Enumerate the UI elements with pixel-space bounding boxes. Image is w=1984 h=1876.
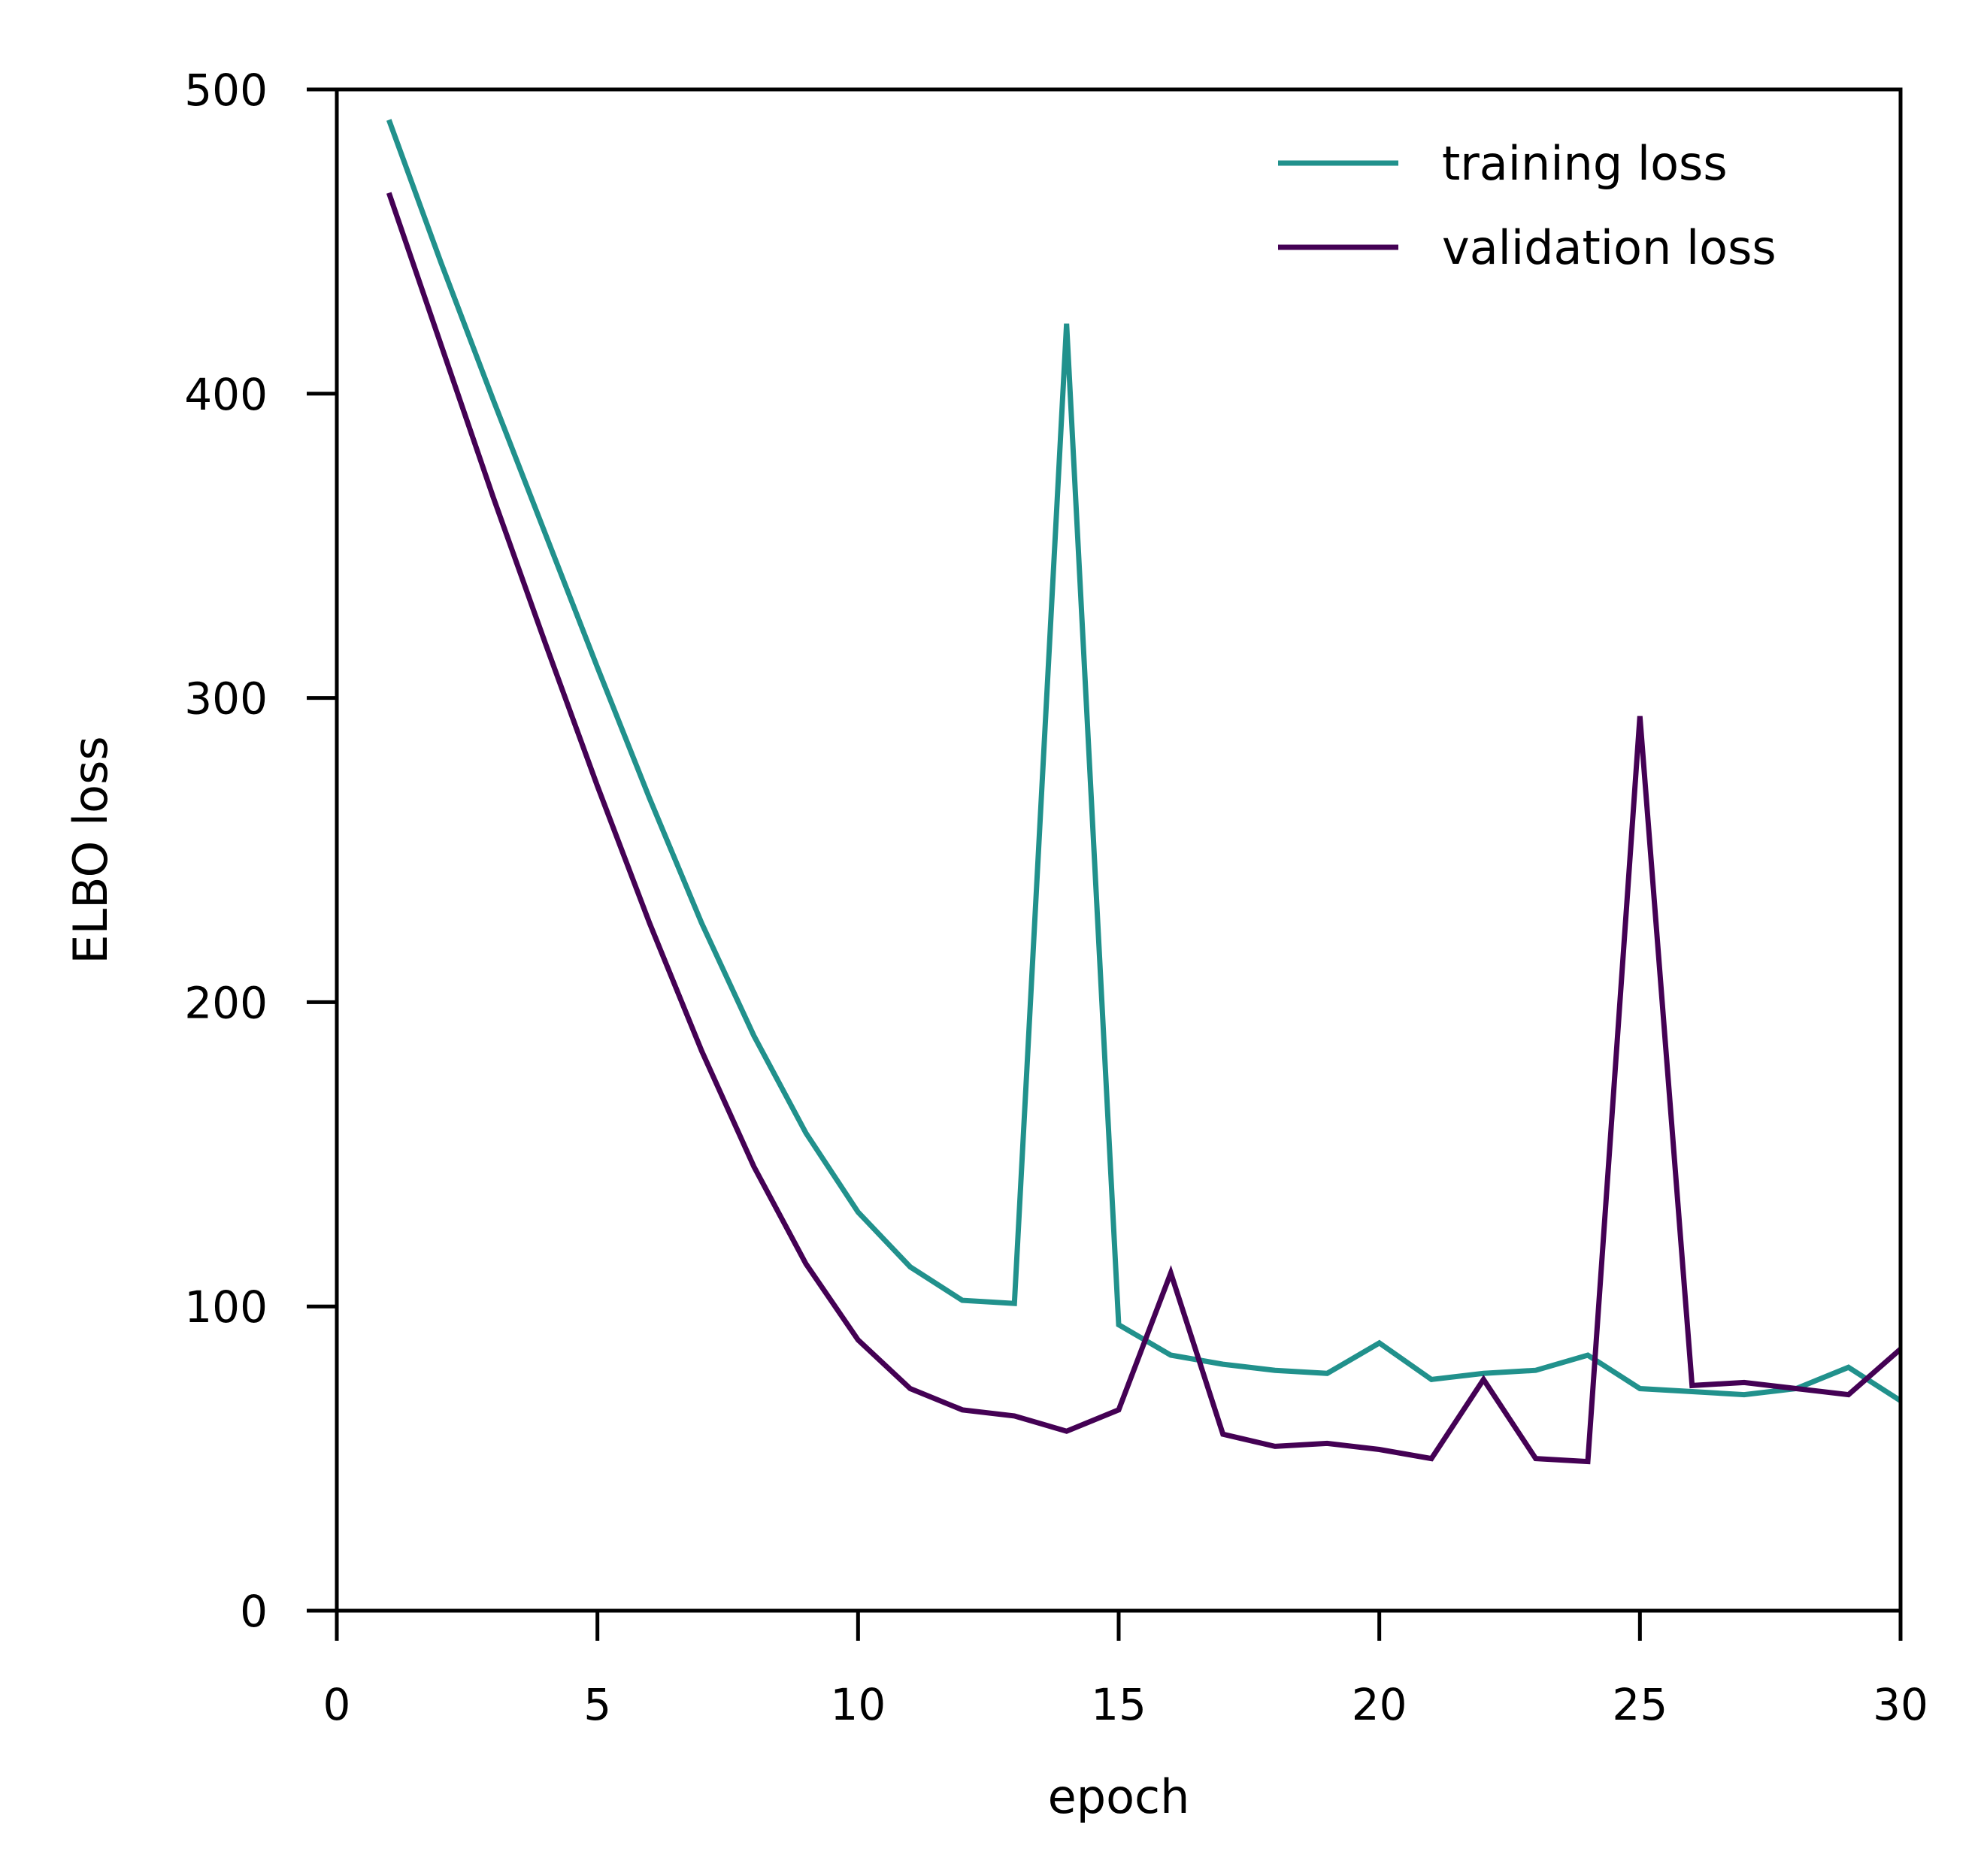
x-tick-label: 20 [1352, 1679, 1407, 1730]
legend-label: validation loss [1442, 220, 1777, 275]
x-axis: 0 5 10 15 20 25 30 [323, 1611, 1928, 1730]
y-tick-label: 500 [184, 65, 268, 116]
y-tick-label: 0 [240, 1586, 268, 1637]
plot-frame [335, 87, 1903, 1613]
y-tick-label: 400 [184, 369, 268, 420]
y-axis-label: ELBO loss [63, 736, 118, 964]
y-tick-label: 300 [184, 673, 268, 725]
x-tick-label: 30 [1873, 1679, 1928, 1730]
x-tick-label: 0 [323, 1679, 351, 1730]
x-axis-label: epoch [1048, 1769, 1190, 1824]
y-tick-label: 200 [184, 977, 268, 1028]
y-axis: 0 100 200 300 400 500 [184, 65, 337, 1637]
x-tick-label: 5 [583, 1679, 611, 1730]
legend-label: training loss [1442, 136, 1728, 191]
series-line-training-loss [386, 119, 1902, 1403]
legend: training loss validation loss [1278, 136, 1777, 275]
lines-layer [386, 119, 1903, 1465]
x-tick-label: 25 [1612, 1679, 1667, 1730]
y-tick-label: 100 [184, 1281, 268, 1333]
x-tick-label: 15 [1091, 1679, 1146, 1730]
series-line-validation-loss [386, 192, 1903, 1465]
x-tick-label: 10 [830, 1679, 886, 1730]
